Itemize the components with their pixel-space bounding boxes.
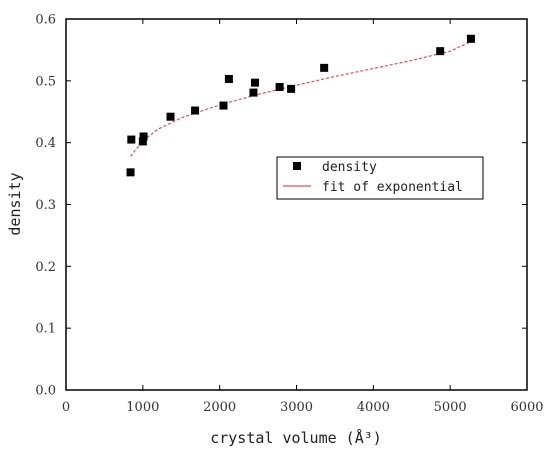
data-point [219, 101, 228, 110]
y-tick-label: 0.5 [35, 74, 56, 89]
data-point [287, 84, 296, 93]
x-tick-label: 3000 [280, 400, 313, 415]
data-point [138, 137, 147, 146]
plot-frame [65, 18, 528, 391]
legend-label-fit: fit of exponential [322, 180, 463, 195]
data-point [166, 112, 175, 121]
data-point [126, 168, 135, 177]
data-point [249, 88, 258, 97]
axis-ticks [65, 18, 528, 391]
legend-label-density: density [322, 160, 377, 175]
y-tick-labels: 0.0 0.1 0.2 0.3 0.4 0.5 0.6 [35, 13, 56, 399]
x-tick-label: 2000 [203, 400, 236, 415]
data-point [320, 63, 329, 72]
x-tick-label: 4000 [357, 400, 390, 415]
y-tick-label: 0.1 [35, 322, 56, 337]
y-axis-title: density [6, 172, 24, 235]
data-point [127, 135, 136, 144]
y-tick-label: 0.2 [35, 260, 56, 275]
legend-box [276, 156, 484, 200]
data-point [224, 74, 233, 83]
y-tick-label: 0.0 [35, 384, 56, 399]
data-points [126, 34, 475, 177]
x-tick-label: 1000 [126, 400, 159, 415]
data-point [275, 83, 284, 92]
y-tick-label: 0.4 [35, 136, 56, 151]
x-tick-labels: 0 1000 2000 3000 4000 5000 6000 [62, 400, 544, 415]
data-point [139, 132, 148, 141]
data-point [466, 34, 475, 43]
data-point [251, 78, 260, 87]
legend: density fit of exponential [276, 156, 484, 200]
x-tick-label: 6000 [510, 400, 543, 415]
data-point [436, 47, 445, 56]
x-axis-title: crystal volume (Å³) [210, 428, 382, 447]
legend-marker-density [293, 162, 301, 170]
y-tick-label: 0.6 [35, 13, 56, 28]
fit-line [130, 40, 474, 157]
x-tick-label: 5000 [434, 400, 467, 415]
data-point [191, 106, 200, 115]
x-tick-label: 0 [62, 400, 70, 415]
y-tick-label: 0.3 [35, 198, 56, 213]
